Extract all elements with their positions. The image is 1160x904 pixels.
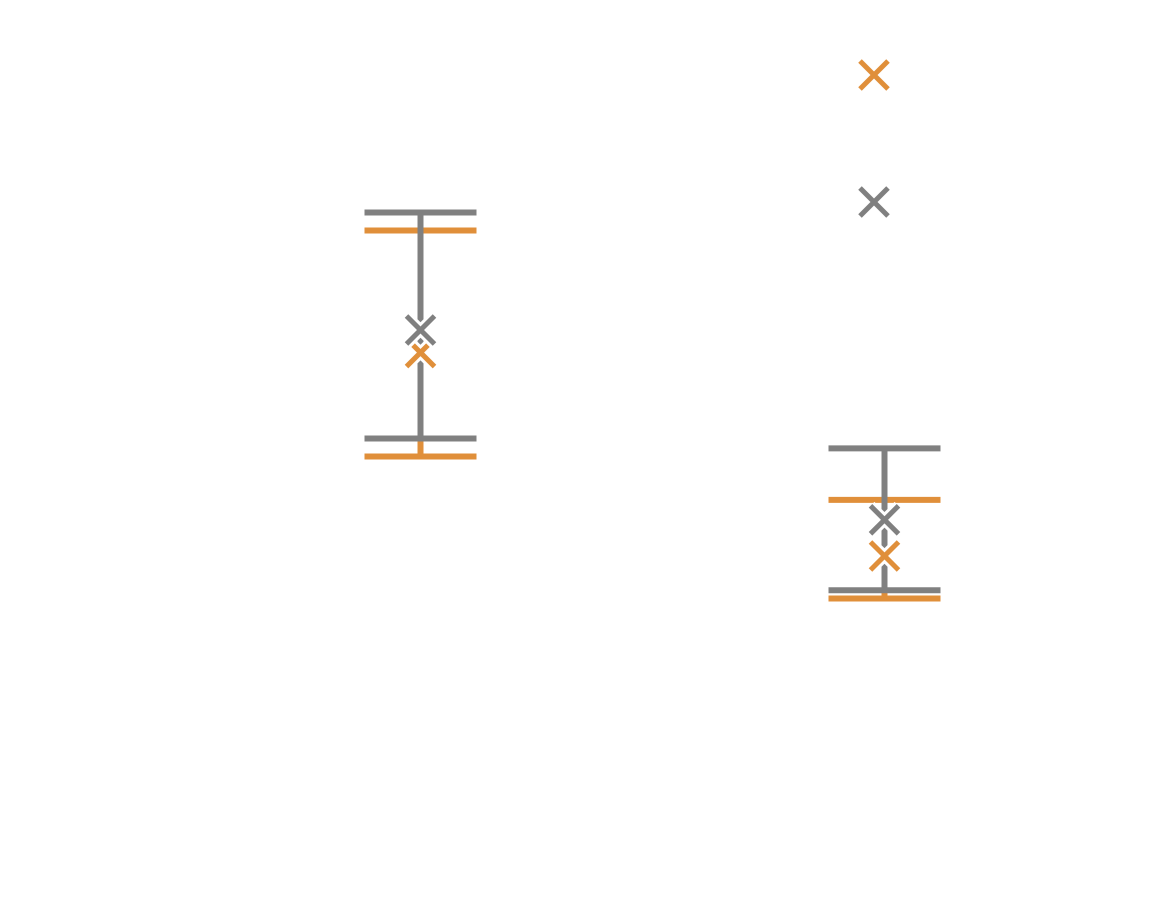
legend-x-marker-icon: [858, 59, 890, 91]
data-point-series-0-1: [866, 538, 903, 574]
x-marker-icon: [868, 504, 901, 536]
legend-entry-1: [858, 186, 890, 218]
legend: [858, 59, 890, 218]
x-marker-icon: [404, 314, 437, 346]
legend-entry-0: [858, 59, 890, 91]
x-marker-icon: [868, 540, 901, 572]
data-point-series-1-0: [402, 312, 439, 348]
data-point-series-1-1: [866, 501, 903, 538]
plot-area: [364, 209, 941, 602]
legend-x-marker-icon: [858, 186, 890, 218]
